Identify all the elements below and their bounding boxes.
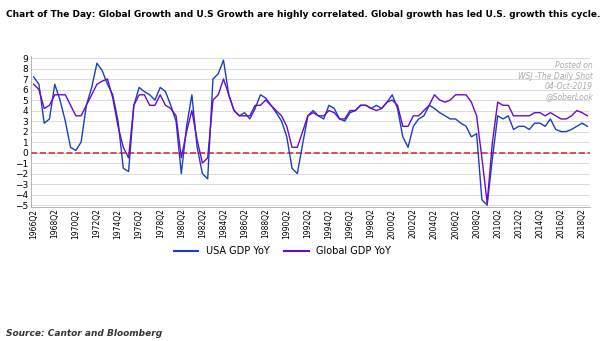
Text: Posted on
WSJ -The Daily Shot
04-Oct-2019
@SoberLook: Posted on WSJ -The Daily Shot 04-Oct-201… (518, 61, 593, 102)
Text: Chart of The Day: Global Growth and U.S Growth are highly correlated. Global gro: Chart of The Day: Global Growth and U.S … (6, 10, 600, 19)
Legend: USA GDP YoY, Global GDP YoY: USA GDP YoY, Global GDP YoY (170, 242, 395, 260)
Text: Source: Cantor and Bloomberg: Source: Cantor and Bloomberg (6, 329, 162, 338)
